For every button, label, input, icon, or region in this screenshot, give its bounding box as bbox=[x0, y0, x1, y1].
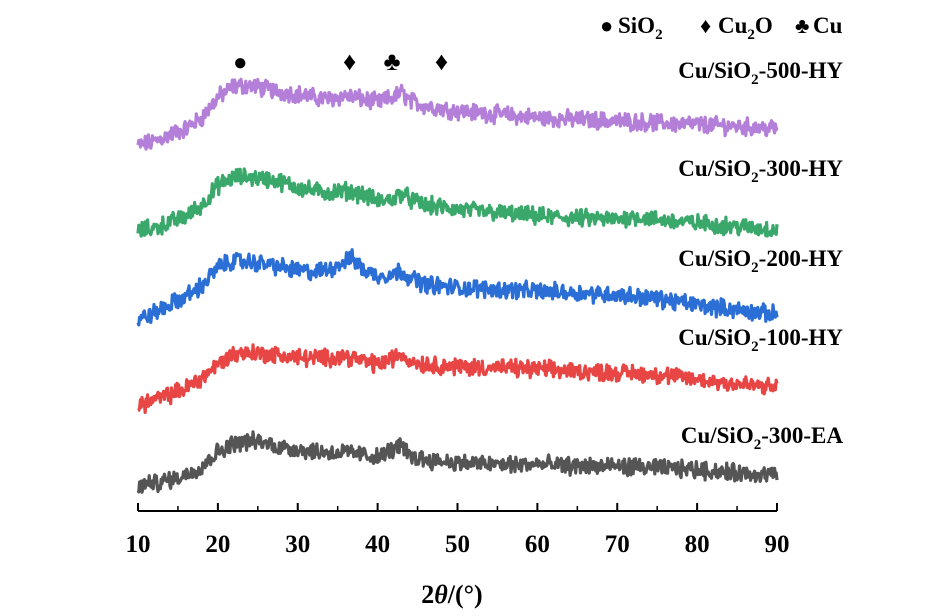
x-tick-label-6: 70 bbox=[605, 531, 630, 558]
x-tick-label-2: 30 bbox=[285, 531, 310, 558]
series-label-main: Cu/SiO bbox=[678, 58, 751, 83]
series-label-tail: -500-HY bbox=[759, 58, 844, 83]
series-label-subscript: 2 bbox=[751, 170, 759, 186]
x-axis-label: 2θ/(°) bbox=[421, 580, 482, 609]
series-label-tail: -200-HY bbox=[759, 246, 844, 271]
series-label-subscript: 2 bbox=[754, 437, 762, 453]
x-axis-ticks: 10 20 30 40 50 60 70 80 90 bbox=[126, 503, 790, 558]
legend-symbol-1-icon: ♦ bbox=[700, 13, 711, 38]
peak-marker-cu2o-icon: ♦ bbox=[435, 47, 448, 76]
x-axis-label-prefix: 2 bbox=[421, 580, 434, 609]
series-label-tail: -300-HY bbox=[759, 156, 844, 181]
series-label-main: Cu/SiO bbox=[678, 246, 751, 271]
x-tick-label-3: 40 bbox=[365, 531, 390, 558]
series-label-subscript: 2 bbox=[751, 339, 759, 355]
series-line-0 bbox=[136, 77, 779, 151]
legend-label-1: Cu2O bbox=[718, 13, 773, 43]
x-tick-label-5: 60 bbox=[525, 531, 550, 558]
legend-label-subscript: 2 bbox=[747, 27, 755, 43]
series-label-main: Cu/SiO bbox=[681, 423, 754, 448]
series-group bbox=[136, 77, 779, 494]
x-axis-label-theta: θ bbox=[434, 580, 448, 609]
peak-markers: ● ♦ ♣ ♦ bbox=[233, 47, 448, 76]
series-label-main: Cu/SiO bbox=[678, 156, 751, 181]
legend-symbol-2-icon: ♣ bbox=[795, 13, 809, 38]
series-label-3: Cu/SiO2-100-HY bbox=[678, 325, 843, 355]
series-label-main: Cu/SiO bbox=[678, 325, 751, 350]
series-label-subscript: 2 bbox=[751, 72, 759, 88]
x-axis-label-suffix: /(°) bbox=[447, 580, 483, 609]
series-label-1: Cu/SiO2-300-HY bbox=[678, 156, 843, 186]
peak-marker-cu2o-icon: ♦ bbox=[343, 47, 356, 76]
legend-label-main: Cu bbox=[718, 13, 748, 38]
series-line-1 bbox=[136, 167, 779, 238]
series-label-0: Cu/SiO2-500-HY bbox=[678, 58, 843, 88]
legend-label-main: SiO bbox=[618, 13, 655, 38]
legend-label-2: Cu bbox=[813, 13, 843, 38]
series-label-tail: -100-HY bbox=[759, 325, 844, 350]
series-line-4 bbox=[136, 430, 779, 494]
series-line-3 bbox=[137, 343, 779, 414]
series-line-2 bbox=[136, 248, 779, 327]
series-labels: Cu/SiO2-500-HYCu/SiO2-300-HYCu/SiO2-200-… bbox=[678, 58, 843, 453]
x-tick-label-8: 90 bbox=[765, 531, 790, 558]
x-tick-label-7: 80 bbox=[685, 531, 710, 558]
series-label-2: Cu/SiO2-200-HY bbox=[678, 246, 843, 276]
x-tick-label-0: 10 bbox=[126, 531, 151, 558]
peak-marker-cu-icon: ♣ bbox=[383, 47, 400, 76]
series-label-4: Cu/SiO2-300-EA bbox=[681, 423, 844, 453]
peak-marker-sio2-icon: ● bbox=[233, 50, 248, 76]
legend-label-subscript: 2 bbox=[655, 27, 663, 43]
x-tick-label-4: 50 bbox=[445, 531, 470, 558]
legend-label-main: Cu bbox=[813, 13, 843, 38]
series-label-tail: -300-EA bbox=[761, 423, 843, 448]
series-label-subscript: 2 bbox=[751, 260, 759, 276]
legend: ● SiO2 ♦ Cu2O ♣ Cu bbox=[600, 13, 843, 43]
legend-symbol-0-icon: ● bbox=[600, 13, 613, 38]
legend-label-tail: O bbox=[755, 13, 773, 38]
x-tick-label-1: 20 bbox=[205, 531, 230, 558]
legend-label-0: SiO2 bbox=[618, 13, 663, 43]
